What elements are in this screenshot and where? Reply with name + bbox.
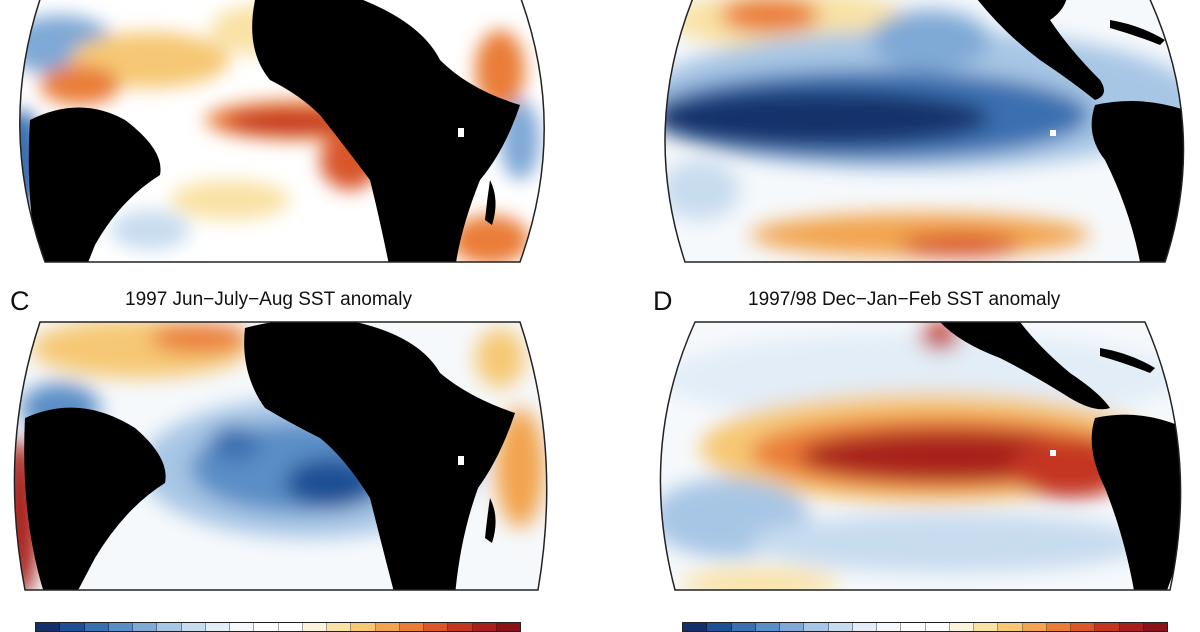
colorbar-swatch [496, 623, 520, 631]
panel-d-letter: D [653, 286, 673, 316]
colorbar-swatch [181, 623, 206, 631]
colorbar-swatch [949, 623, 974, 631]
colorbar-swatch [327, 623, 352, 631]
colorbar-right [682, 622, 1168, 632]
colorbar-swatch [108, 623, 133, 631]
colorbar-swatch [230, 623, 255, 631]
colorbar-swatch [205, 623, 230, 631]
colorbar-swatch [1143, 623, 1167, 631]
colorbar-swatch [36, 623, 61, 631]
colorbar-swatch [780, 623, 805, 631]
colorbar-left [35, 622, 521, 632]
colorbar-swatch [925, 623, 950, 631]
colorbar-swatch [755, 623, 780, 631]
colorbar-swatch [375, 623, 400, 631]
colorbar-swatch [254, 623, 279, 631]
panel-c-letter: C [10, 286, 30, 316]
map-panel-d [659, 321, 1182, 591]
colorbar-swatch [448, 623, 473, 631]
map-panel-b [664, 0, 1185, 263]
colorbar-swatch [351, 623, 376, 631]
colorbar-swatch [399, 623, 424, 631]
colorbar-swatch [1119, 623, 1144, 631]
map-panel-a [19, 0, 545, 263]
colorbar-swatch [133, 623, 158, 631]
colorbar-swatch [1095, 623, 1120, 631]
colorbar-swatch [998, 623, 1023, 631]
colorbar-swatch [901, 623, 926, 631]
colorbar-swatch [828, 623, 853, 631]
colorbar-swatch [1022, 623, 1047, 631]
colorbar-swatch [731, 623, 756, 631]
panel-d-title: 1997/98 Dec−Jan−Feb SST anomaly [748, 289, 1061, 310]
colorbar-swatch [60, 623, 85, 631]
colorbar-swatch [852, 623, 877, 631]
colorbar-swatch [707, 623, 732, 631]
colorbar-swatch [84, 623, 109, 631]
colorbar-swatch [877, 623, 902, 631]
colorbar-swatch [974, 623, 999, 631]
colorbar-swatch [157, 623, 182, 631]
colorbar-swatch [683, 623, 708, 631]
panel-c-title: 1997 Jun−July−Aug SST anomaly [125, 289, 412, 310]
colorbar-swatch [302, 623, 327, 631]
colorbar-swatch [424, 623, 449, 631]
colorbar-swatch [278, 623, 303, 631]
colorbar-swatch [1046, 623, 1071, 631]
colorbar-swatch [1071, 623, 1096, 631]
colorbar-swatch [804, 623, 829, 631]
colorbar-swatch [472, 623, 497, 631]
map-panel-c [13, 321, 548, 591]
